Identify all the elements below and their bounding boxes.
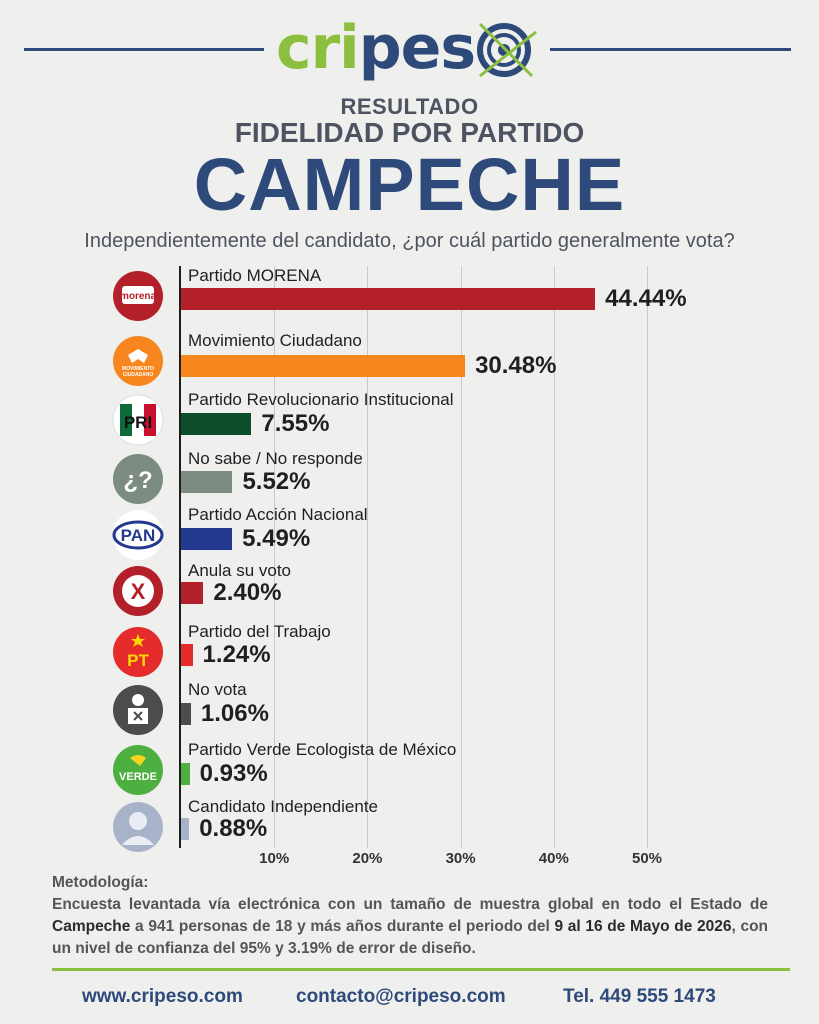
- category-label: Partido Revolucionario Institucional: [188, 390, 454, 409]
- header-rule-left: [24, 48, 264, 51]
- brand-logo: cripeso: [276, 12, 546, 84]
- bar: [181, 528, 233, 550]
- phone-number[interactable]: Tel. 449 555 1473: [563, 986, 716, 1007]
- svg-text:MOVIMIENTO: MOVIMIENTO: [122, 366, 154, 372]
- svg-text:PRI: PRI: [124, 413, 152, 432]
- x-tick-label: 40%: [538, 850, 569, 867]
- value-label: 1.24%: [202, 641, 271, 668]
- methodology-title: Metodología:: [52, 874, 149, 891]
- survey-question: Independientemente del candidato, ¿por c…: [84, 230, 735, 252]
- bar: [181, 413, 252, 435]
- target-icon: [477, 22, 537, 78]
- verde-logo-icon: VERDE: [112, 744, 164, 796]
- x-mark-icon: X: [112, 565, 164, 617]
- website-link[interactable]: www.cripeso.com: [82, 986, 243, 1007]
- brand-wordmark-part-1: cripe: [276, 13, 441, 83]
- pt-logo-icon: PT: [112, 626, 164, 678]
- svg-text:PT: PT: [127, 651, 149, 670]
- methodology-text-1: Encuesta levantada vía electrónica con u…: [52, 896, 768, 913]
- gridline: [647, 266, 648, 848]
- svg-text:¿?: ¿?: [123, 467, 152, 494]
- bar: [181, 763, 190, 785]
- gridline: [367, 266, 369, 848]
- question-marks-icon: ¿?: [112, 453, 164, 505]
- category-label: Partido Acción Nacional: [188, 505, 368, 524]
- bar: [181, 818, 190, 840]
- category-label: Partido del Trabajo: [188, 622, 331, 641]
- svg-text:morena: morena: [120, 291, 157, 302]
- value-label: 7.55%: [261, 410, 330, 437]
- value-label: 5.52%: [242, 468, 311, 495]
- svg-text:VERDE: VERDE: [119, 771, 157, 783]
- bar: [181, 288, 596, 310]
- movimiento-ciudadano-logo-icon: MOVIMIENTO CIUDADANO: [112, 335, 164, 387]
- svg-text:X: X: [131, 579, 146, 604]
- category-label: Partido Verde Ecologista de México: [188, 740, 457, 759]
- x-tick-label: 30%: [445, 850, 476, 867]
- methodology-text-3: , con un nivel de confianza del 95% y 3.…: [52, 918, 769, 957]
- result-heading: RESULTADO: [340, 94, 479, 119]
- value-label: 44.44%: [605, 285, 687, 312]
- gridline: [274, 266, 276, 848]
- pri-logo-icon: PRI: [112, 394, 164, 446]
- bar: [181, 582, 204, 604]
- methodology-text: Encuesta levantada vía electrónica con u…: [52, 894, 768, 960]
- brand-wordmark: cripeso: [276, 12, 476, 84]
- methodology-block: Metodología: Encuesta levantada vía elec…: [52, 872, 768, 960]
- category-label: Candidato Independiente: [188, 797, 378, 816]
- email-link[interactable]: contacto@cripeso.com: [296, 986, 506, 1007]
- footer-rule: [52, 968, 790, 971]
- value-label: 1.06%: [200, 700, 269, 727]
- bar: [181, 471, 233, 493]
- bar: [181, 355, 466, 377]
- person-silhouette-icon: [112, 801, 164, 853]
- value-label: 0.93%: [199, 760, 268, 787]
- methodology-dates: 9 al 16 de Mayo de 2026: [554, 918, 732, 935]
- gridline: [553, 266, 555, 848]
- category-label: Anula su voto: [188, 561, 292, 580]
- x-tick-label: 50%: [631, 850, 663, 867]
- methodology-state: Campeche: [52, 918, 131, 935]
- x-tick-label: 10%: [259, 850, 290, 867]
- brand-wordmark-part-2: s: [440, 13, 476, 83]
- bar: [181, 644, 193, 666]
- morena-logo-icon: morena: [112, 270, 164, 322]
- svg-text:CIUDADANO: CIUDADANO: [123, 372, 154, 378]
- y-axis: [179, 266, 181, 848]
- subtitle-heading: FIDELIDAD POR PARTIDO: [234, 117, 585, 148]
- value-label: 2.40%: [213, 579, 282, 606]
- svg-text:PAN: PAN: [121, 526, 156, 545]
- value-label: 5.49%: [242, 525, 311, 552]
- category-label: Movimiento Ciudadano: [188, 331, 362, 350]
- bar: [181, 703, 191, 725]
- pan-logo-icon: PAN: [112, 509, 164, 561]
- value-label: 30.48%: [475, 352, 557, 379]
- state-title: CAMPECHE: [193, 143, 626, 226]
- no-vote-icon: [112, 684, 164, 736]
- value-label: 0.88%: [199, 815, 268, 842]
- category-label: Partido MORENA: [188, 266, 322, 285]
- methodology-text-2: a 941 personas de 18 y más años durante …: [130, 918, 555, 935]
- category-label: No vota: [188, 680, 247, 699]
- x-tick-label: 20%: [352, 850, 383, 867]
- category-label: No sabe / No responde: [188, 449, 363, 468]
- header-rule-right: [550, 48, 791, 51]
- gridline: [460, 266, 462, 848]
